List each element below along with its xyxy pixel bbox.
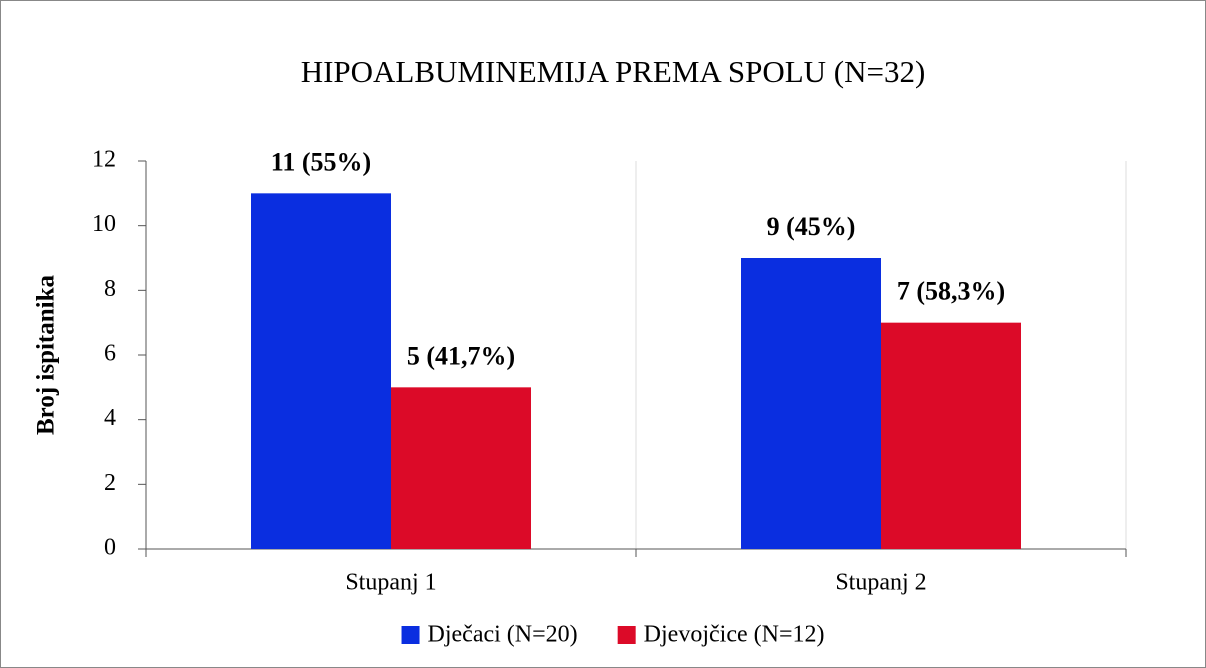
bar xyxy=(251,193,391,550)
legend-swatch xyxy=(617,626,636,644)
bar xyxy=(881,322,1021,549)
value-label: 5 (41,7%) xyxy=(407,341,515,370)
y-tick-label: 0 xyxy=(104,535,116,561)
value-label: 11 (55%) xyxy=(271,147,371,176)
y-tick-label: 12 xyxy=(92,147,116,173)
y-tick-label: 10 xyxy=(92,211,116,237)
legend-label: Djevojčice (N=12) xyxy=(644,622,825,648)
y-tick-label: 6 xyxy=(104,341,116,367)
y-tick-label: 8 xyxy=(104,276,116,302)
value-label: 7 (58,3%) xyxy=(897,277,1005,306)
y-tick-label: 4 xyxy=(104,405,116,431)
chart-title: HIPOALBUMINEMIJA PREMA SPOLU (N=32) xyxy=(301,54,926,89)
legend-swatch xyxy=(401,626,420,644)
bar xyxy=(741,258,881,549)
value-label: 9 (45%) xyxy=(767,212,856,241)
y-tick-label: 2 xyxy=(104,470,116,496)
y-axis-label: Broj ispitanika xyxy=(33,275,60,435)
x-tick-label: Stupanj 2 xyxy=(835,570,926,596)
bar xyxy=(391,387,531,549)
legend-label: Dječaci (N=20) xyxy=(428,622,578,648)
x-tick-label: Stupanj 1 xyxy=(345,570,436,596)
